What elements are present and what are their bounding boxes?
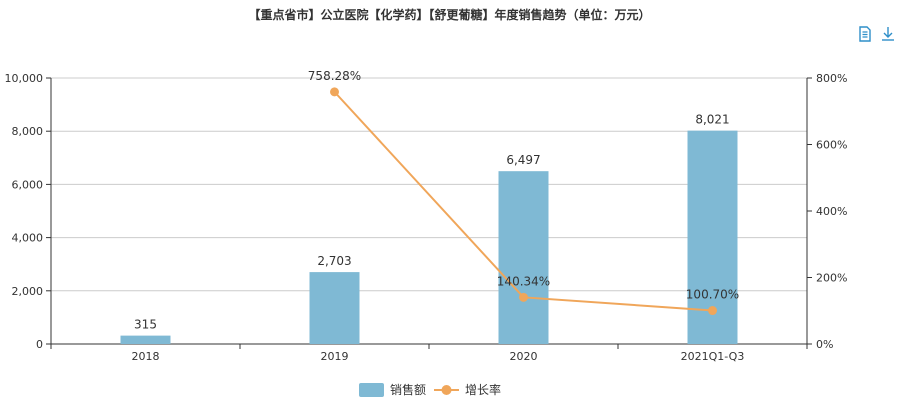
legend-swatch-sales xyxy=(359,383,384,397)
y-left-tick-label: 10,000 xyxy=(5,72,44,85)
bar-value-label: 2,703 xyxy=(317,254,351,268)
line-value-label: 140.34% xyxy=(497,274,550,288)
legend-label-growth: 增长率 xyxy=(465,382,501,397)
y-right-tick-label: 800% xyxy=(816,72,847,85)
data-view-icon[interactable] xyxy=(856,25,874,43)
line-point-growth xyxy=(519,292,528,302)
legend-swatch-growth-point xyxy=(441,385,452,395)
line-value-label: 100.70% xyxy=(686,288,739,302)
line-value-label: 758.28% xyxy=(308,69,361,83)
line-point-growth xyxy=(330,87,339,97)
line-point-growth xyxy=(708,306,717,316)
y-left-tick-label: 4,000 xyxy=(12,232,44,245)
x-tick-label: 2021Q1-Q3 xyxy=(681,350,745,363)
y-left-tick-label: 2,000 xyxy=(12,285,44,298)
chart-toolbox xyxy=(856,25,899,43)
bar-sales xyxy=(498,171,549,344)
download-icon[interactable] xyxy=(879,25,897,43)
y-left-tick-label: 0 xyxy=(36,338,43,351)
y-right-tick-label: 200% xyxy=(816,272,847,285)
x-tick-label: 2019 xyxy=(321,350,349,363)
bar-value-label: 6,497 xyxy=(506,153,540,167)
y-right-tick-label: 0% xyxy=(816,338,833,351)
y-right-tick-label: 400% xyxy=(816,205,847,218)
x-tick-label: 2020 xyxy=(510,350,538,363)
y-left-tick-label: 8,000 xyxy=(12,125,44,138)
bar-sales xyxy=(309,272,360,344)
bar-value-label: 315 xyxy=(134,318,157,332)
chart-title: 【重点省市】公立医院【化学药】【舒更葡糖】年度销售趋势（单位：万元） xyxy=(248,8,651,22)
bar-value-label: 8,021 xyxy=(695,113,729,127)
y-right-tick-label: 600% xyxy=(816,139,847,152)
y-left-tick-label: 6,000 xyxy=(12,178,44,191)
x-tick-label: 2018 xyxy=(132,350,160,363)
legend-label-sales: 销售额 xyxy=(390,382,426,397)
bar-sales xyxy=(120,335,171,344)
